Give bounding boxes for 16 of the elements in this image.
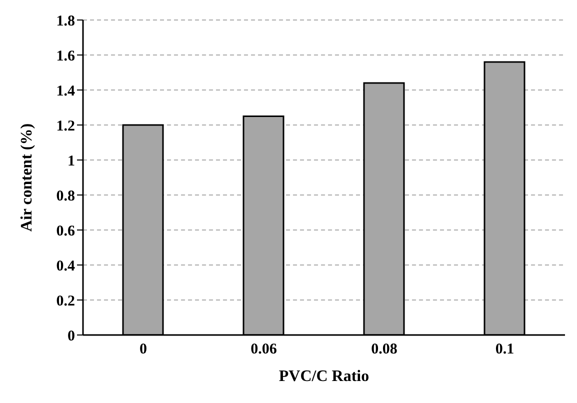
y-tick-label: 1.6 bbox=[56, 48, 76, 64]
x-tick-label: 0.1 bbox=[495, 342, 514, 358]
y-axis-title: Air content (%) bbox=[18, 123, 36, 232]
y-tick-label: 1.8 bbox=[56, 13, 75, 30]
y-tick-label: 0.4 bbox=[56, 258, 76, 274]
x-tick-label: 0.08 bbox=[371, 342, 398, 358]
y-tick-label: 1 bbox=[68, 153, 75, 170]
y-tick-label: 0 bbox=[68, 328, 75, 344]
y-tick-label: 0.6 bbox=[56, 223, 76, 240]
y-tick-label: 1.4 bbox=[56, 83, 76, 100]
x-axis-title: PVC/C Ratio bbox=[278, 368, 370, 385]
x-tick-label: 0.06 bbox=[250, 342, 278, 358]
y-tick-label: 0.8 bbox=[56, 188, 75, 204]
y-tick-label: 0.2 bbox=[56, 293, 75, 310]
x-tick-label: 0 bbox=[140, 342, 147, 358]
y-tick-label: 1.2 bbox=[56, 118, 75, 134]
